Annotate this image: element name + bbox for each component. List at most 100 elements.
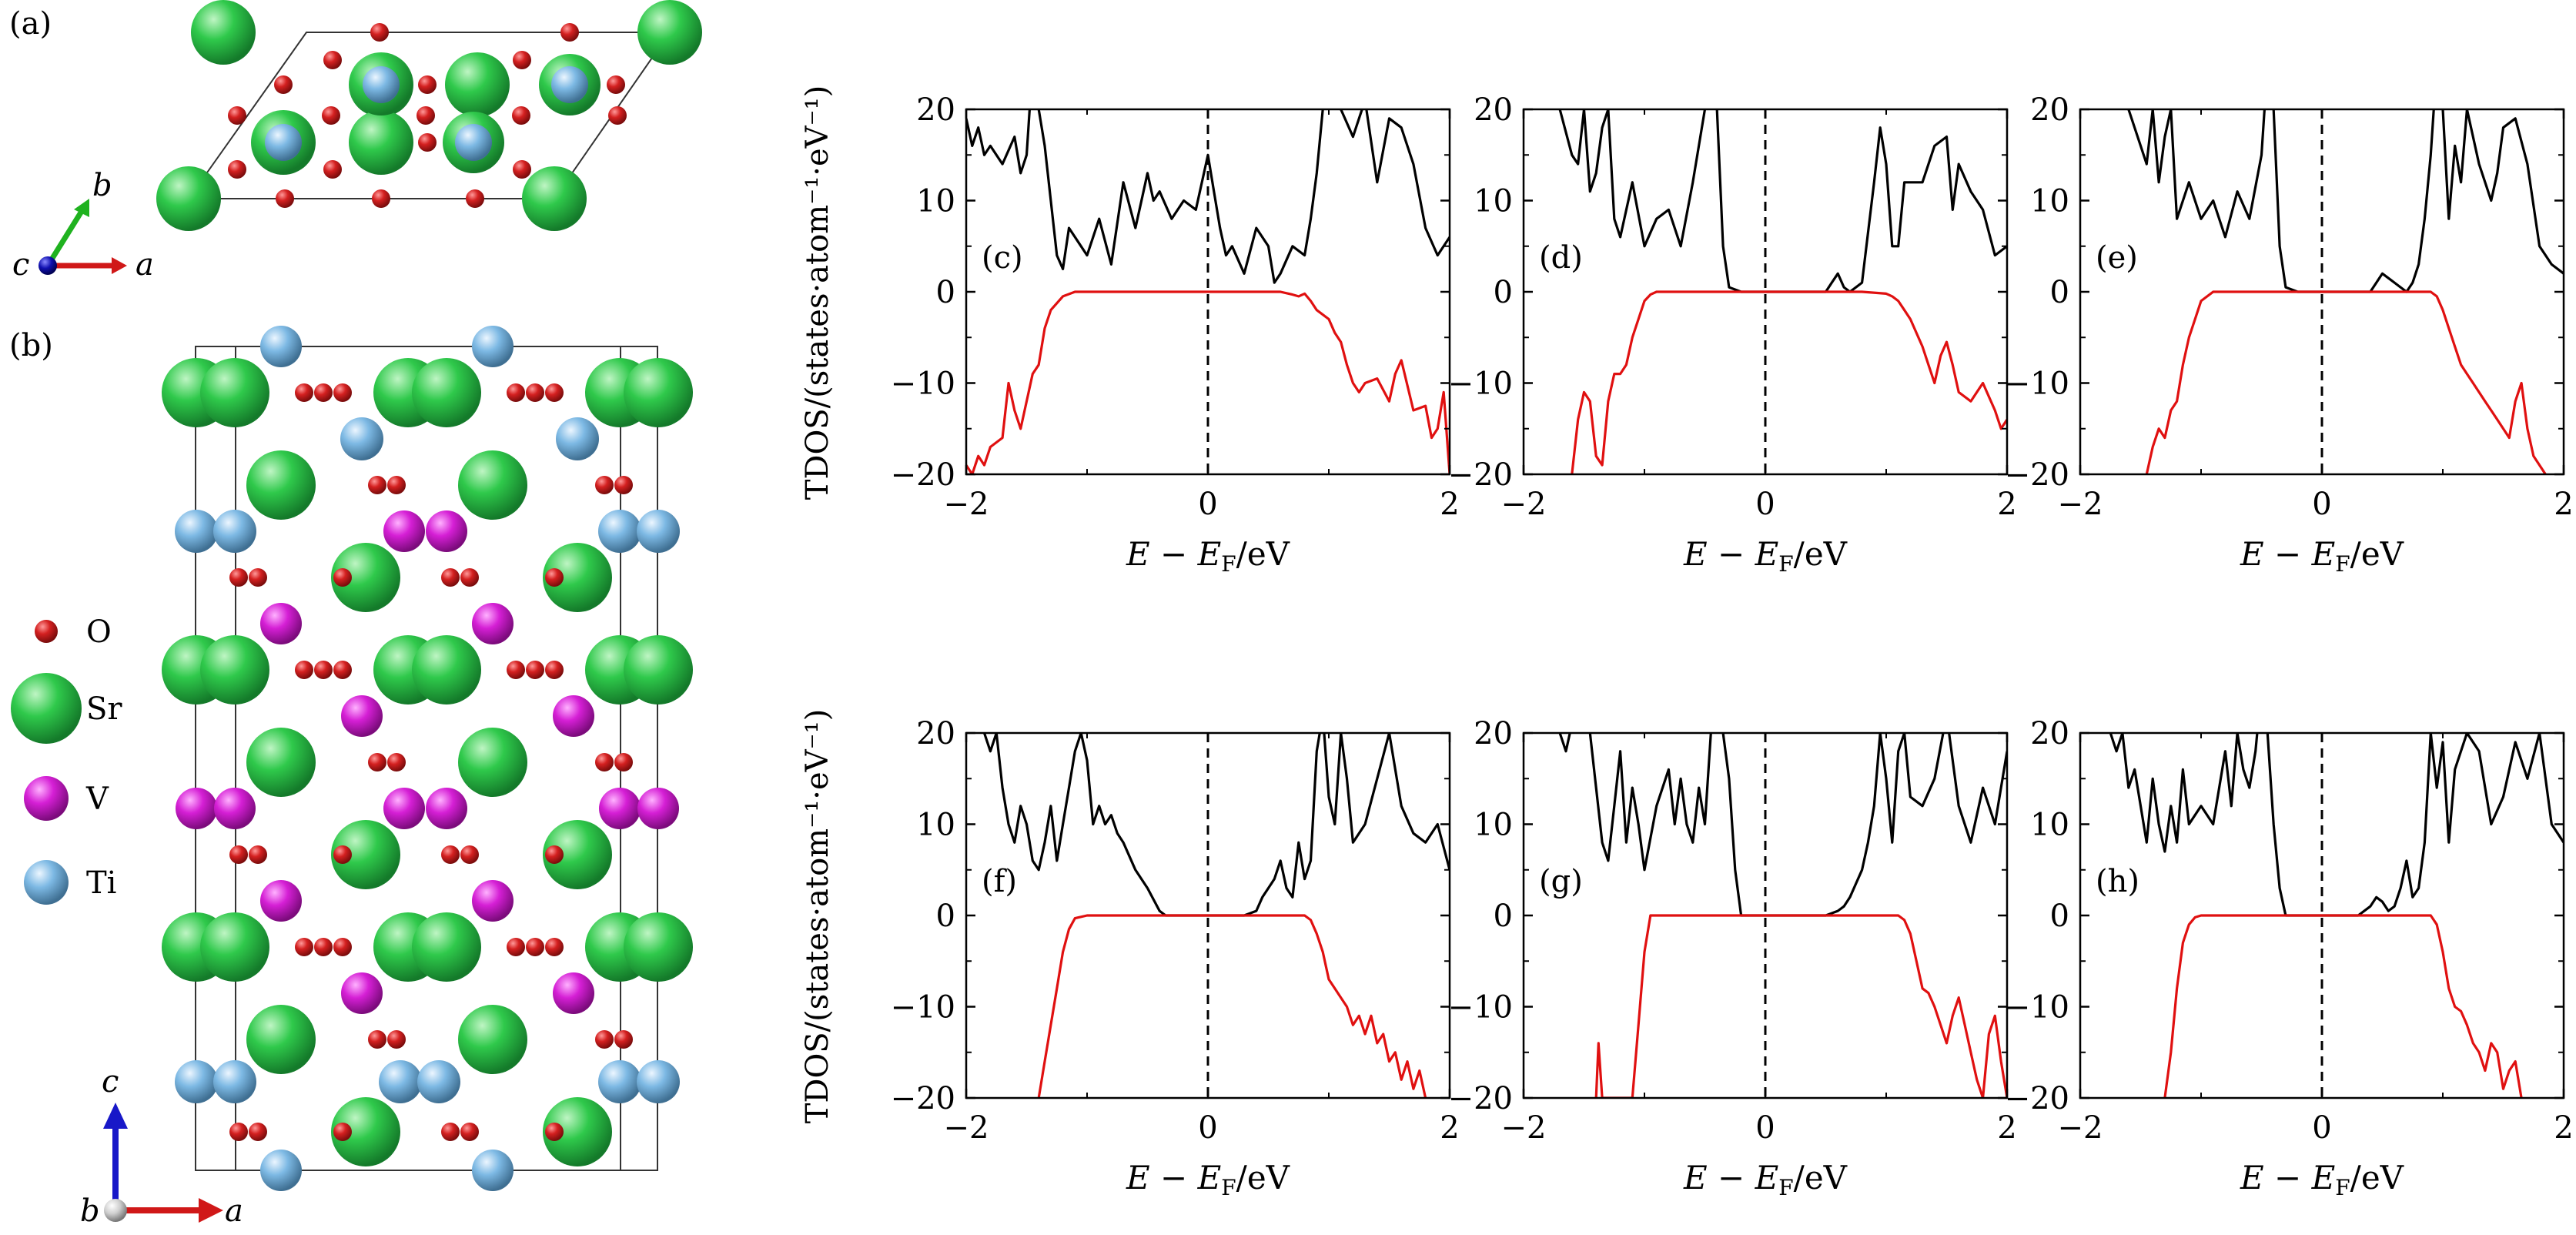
sr-atom — [458, 1005, 527, 1074]
sr-atom — [246, 728, 316, 797]
o-atom — [614, 476, 633, 494]
y-tick-label: 10 — [2030, 808, 2069, 843]
spin-down-curve — [1571, 290, 2007, 474]
panel-label-b: (b) — [9, 328, 53, 363]
o-atom — [249, 1123, 267, 1141]
y-tick-label: 20 — [916, 92, 955, 128]
x-axis-label: E − EF/eV — [1683, 1159, 1848, 1200]
y-tick-label: 0 — [2050, 275, 2069, 310]
x-axis-label: E − EF/eV — [1126, 535, 1290, 577]
ti-atom — [637, 1060, 680, 1103]
y-tick-label: −10 — [2005, 366, 2069, 402]
axis-label-a-b: a — [225, 1193, 243, 1229]
o-atom — [229, 1123, 248, 1141]
axis-label-a: a — [135, 247, 154, 283]
sr-atom — [522, 166, 587, 231]
o-atom — [441, 568, 460, 587]
o-atom — [460, 1123, 479, 1141]
spin-up-curve — [966, 109, 1450, 284]
ti-atom — [472, 326, 514, 367]
crystal-structure-top-view — [156, 0, 702, 231]
y-tick-label: −20 — [2005, 457, 2069, 493]
sr-atom — [331, 820, 400, 889]
o-atom — [295, 661, 313, 679]
panel-title: (d) — [1539, 240, 1583, 276]
y-tick-label: −20 — [1448, 1081, 1513, 1116]
y-tick-label: 0 — [936, 899, 955, 934]
panel-title: (c) — [982, 240, 1023, 276]
sr-atom — [412, 358, 481, 427]
spin-up-curve — [2127, 109, 2564, 293]
y-tick-label: −10 — [891, 366, 955, 402]
legend-label-ti: Ti — [86, 865, 116, 901]
legend-label-sr: Sr — [86, 691, 122, 727]
o-atom — [387, 753, 406, 771]
o-atom — [513, 51, 531, 69]
o-atom — [333, 845, 352, 864]
y-tick-label: 20 — [1474, 92, 1513, 128]
sr-atom — [200, 358, 269, 427]
panel-title: (f) — [982, 864, 1017, 899]
x-tick-label: 0 — [1755, 487, 1775, 522]
y-tick-label: 20 — [1474, 716, 1513, 751]
ylabel-row-1: TDOS/(states·atom⁻¹·eV⁻¹) — [800, 85, 835, 500]
o-atom — [323, 160, 342, 179]
o-atom — [249, 568, 267, 587]
sr-atom — [349, 110, 413, 175]
sr-atom — [200, 912, 269, 982]
ti-atom — [340, 417, 383, 460]
x-tick-label: −2 — [2058, 487, 2103, 522]
b-axis-arrow — [45, 205, 87, 267]
o-atom — [595, 753, 614, 771]
sr-atom — [445, 52, 510, 117]
sr-atom — [637, 0, 702, 65]
o-atom — [560, 23, 579, 42]
o-atom — [507, 383, 525, 402]
panel-title: (h) — [2096, 864, 2139, 899]
legend-label-o: O — [86, 614, 112, 650]
panel-label-a: (a) — [9, 6, 52, 42]
y-tick-label: −20 — [1448, 457, 1513, 493]
ti-atom — [598, 510, 641, 553]
o-atom — [314, 938, 333, 956]
v-atom — [260, 880, 302, 922]
legend-o-icon — [35, 620, 58, 643]
axis-triad-a: b c a — [12, 168, 154, 283]
y-tick-label: 0 — [1494, 275, 1513, 310]
o-atom — [276, 189, 294, 208]
o-atom — [314, 661, 333, 679]
y-tick-label: −10 — [2005, 990, 2069, 1026]
o-atom — [228, 106, 246, 125]
sr-atom — [331, 543, 400, 612]
x-tick-label: 2 — [1997, 1110, 2016, 1146]
x-tick-label: 0 — [2312, 1110, 2331, 1146]
v-atom — [176, 788, 217, 829]
y-tick-label: −20 — [2005, 1081, 2069, 1116]
o-atom — [229, 845, 248, 864]
o-atom — [368, 753, 386, 771]
v-atom — [637, 788, 679, 829]
o-atom — [274, 75, 293, 94]
x-tick-label: −2 — [944, 1110, 989, 1146]
o-atom — [372, 189, 390, 208]
sr-atom — [543, 543, 612, 612]
v-atom — [383, 510, 425, 552]
x-tick-label: 0 — [1755, 1110, 1775, 1146]
y-tick-label: 0 — [1494, 899, 1513, 934]
y-tick-label: 10 — [2030, 184, 2069, 219]
o-atom — [545, 938, 564, 956]
y-tick-label: 10 — [1474, 184, 1513, 219]
spin-up-curve — [982, 733, 1450, 917]
spin-up-curve — [1558, 733, 2007, 917]
sr-atom — [458, 450, 527, 520]
x-axis-label: E − EF/eV — [1126, 1159, 1290, 1200]
o-atom — [526, 661, 544, 679]
y-tick-label: 0 — [936, 275, 955, 310]
sr-atom — [458, 728, 527, 797]
ti-atom — [598, 1060, 641, 1103]
sr-atom — [412, 635, 481, 705]
o-atom — [418, 133, 437, 152]
